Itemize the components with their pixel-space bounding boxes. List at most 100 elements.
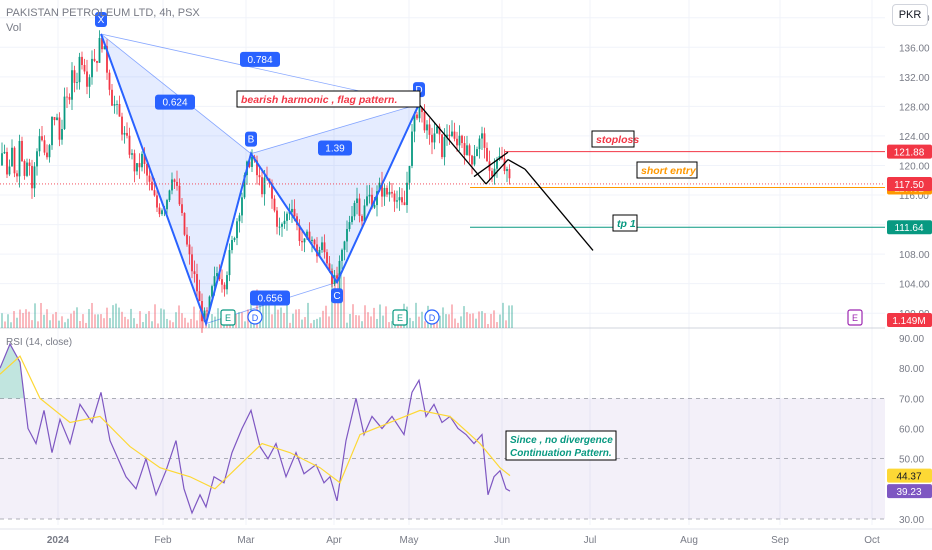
candle-body bbox=[468, 145, 471, 156]
candle-body bbox=[438, 126, 441, 135]
candle-body bbox=[36, 151, 38, 167]
stoploss-annotation: stoploss bbox=[596, 134, 639, 146]
volume-bar bbox=[178, 305, 180, 328]
volume-bar bbox=[49, 320, 51, 328]
volume-bar bbox=[190, 318, 192, 328]
candle-body bbox=[456, 138, 458, 146]
volume-bar bbox=[34, 303, 36, 328]
volume-bar bbox=[91, 302, 93, 328]
volume-bar bbox=[412, 321, 414, 328]
candle-body bbox=[306, 231, 308, 239]
candle-body bbox=[233, 238, 236, 240]
volume-bar bbox=[385, 306, 387, 328]
candle-body bbox=[273, 198, 276, 211]
event-marker-label: E bbox=[852, 313, 858, 323]
currency-button[interactable]: PKR bbox=[892, 4, 928, 26]
candle-body bbox=[341, 249, 343, 261]
candle-body bbox=[258, 175, 261, 178]
candle-body bbox=[91, 58, 93, 78]
candle-body bbox=[396, 200, 398, 202]
volume-bar bbox=[388, 322, 390, 328]
volume-bar bbox=[487, 323, 489, 328]
volume-bar bbox=[232, 323, 234, 328]
candle-body bbox=[451, 131, 453, 137]
candle-body bbox=[198, 291, 201, 302]
candle-body bbox=[111, 89, 113, 106]
volume-bar bbox=[154, 304, 156, 328]
rsi-tick-label: 90.00 bbox=[899, 334, 924, 345]
candle-body bbox=[66, 96, 68, 98]
volume-bar bbox=[310, 323, 312, 328]
candle-body bbox=[251, 156, 253, 167]
volume-label: Vol bbox=[6, 22, 22, 34]
volume-bar bbox=[334, 282, 336, 328]
harmonic-ratio-line bbox=[100, 33, 252, 154]
volume-bar bbox=[82, 314, 84, 328]
volume-bar bbox=[304, 317, 306, 328]
volume-bar bbox=[382, 315, 384, 328]
volume-bar bbox=[325, 305, 327, 328]
volume-bar bbox=[19, 309, 21, 328]
dividend-marker bbox=[424, 309, 440, 325]
short-entry-annotation: short entry bbox=[641, 165, 697, 177]
volume-bar bbox=[31, 320, 33, 328]
volume-bar bbox=[463, 306, 465, 328]
candle-body bbox=[101, 37, 103, 50]
short-entry-annotation-box bbox=[636, 161, 698, 179]
time-tick-label: Jun bbox=[494, 535, 510, 546]
volume-bar bbox=[40, 302, 42, 328]
candle-body bbox=[28, 162, 31, 166]
candle-body bbox=[388, 191, 391, 195]
candle-body bbox=[3, 151, 6, 154]
candle-body bbox=[411, 131, 413, 166]
volume-bar bbox=[211, 314, 213, 328]
candle-body bbox=[481, 133, 483, 139]
candle-body bbox=[283, 220, 286, 224]
candle-body bbox=[503, 158, 506, 172]
candle-body bbox=[383, 187, 386, 197]
candle-body bbox=[483, 133, 486, 148]
level-price-badge bbox=[887, 220, 932, 235]
candle-body bbox=[148, 175, 151, 182]
harmonic-bcd-fill bbox=[251, 104, 419, 283]
volume-bar bbox=[349, 313, 351, 328]
volume-bar bbox=[58, 320, 60, 328]
volume-bar bbox=[322, 310, 324, 328]
candle-body bbox=[43, 140, 46, 153]
candle-body bbox=[431, 134, 433, 143]
candle-body bbox=[381, 182, 383, 197]
volume-bar bbox=[469, 313, 471, 328]
candle-body bbox=[16, 173, 18, 177]
candle-body bbox=[51, 116, 53, 146]
candle-body bbox=[496, 159, 498, 169]
candle-body bbox=[73, 70, 76, 83]
harmonic-ratio-label: 0.784 bbox=[247, 55, 272, 66]
candle-body bbox=[291, 208, 293, 212]
candle-body bbox=[263, 177, 266, 195]
volume-bar bbox=[151, 321, 153, 328]
volume-bar bbox=[4, 321, 6, 328]
candle-body bbox=[153, 190, 156, 196]
pattern-annotation: bearish harmonic , flag pattern. bbox=[241, 94, 397, 106]
volume-bar bbox=[160, 308, 162, 328]
volume-bar bbox=[460, 316, 462, 328]
volume-bar bbox=[43, 314, 45, 328]
harmonic-ratio-badge bbox=[240, 51, 280, 67]
volume-bar bbox=[415, 302, 417, 328]
volume-bar bbox=[493, 310, 495, 328]
volume-bar bbox=[358, 315, 360, 328]
candle-body bbox=[318, 250, 321, 257]
candle-body bbox=[98, 37, 101, 63]
volume-bar bbox=[88, 309, 90, 328]
candle-body bbox=[506, 169, 508, 172]
candle-body bbox=[323, 242, 326, 253]
candle-body bbox=[308, 231, 311, 242]
volume-bar bbox=[64, 322, 66, 328]
candle-body bbox=[298, 225, 301, 241]
candle-body bbox=[473, 156, 476, 165]
volume-bar bbox=[181, 313, 183, 328]
candle-body bbox=[428, 124, 431, 135]
candle-body bbox=[471, 155, 473, 165]
price-tick-label: 108.00 bbox=[899, 250, 930, 261]
